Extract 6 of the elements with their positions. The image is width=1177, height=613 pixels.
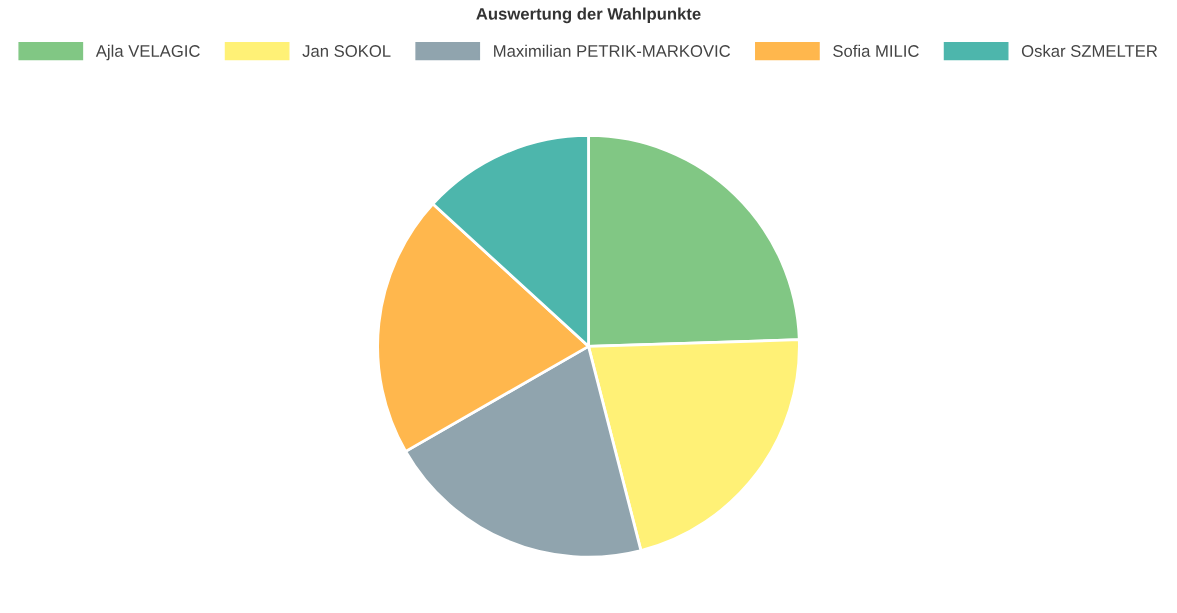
chart-title: Auswertung der Wahlpunkte (476, 7, 701, 24)
legend-label: Ajla VELAGIC (95, 44, 200, 61)
legend-label: Oskar SZMELTER (1021, 44, 1158, 57)
legend-label: Jan SOKOL (302, 45, 391, 57)
legend-label: Maximilian PETRIK-MARKOVIC (494, 44, 731, 57)
legend-label: Sofia MILIC (833, 44, 919, 57)
